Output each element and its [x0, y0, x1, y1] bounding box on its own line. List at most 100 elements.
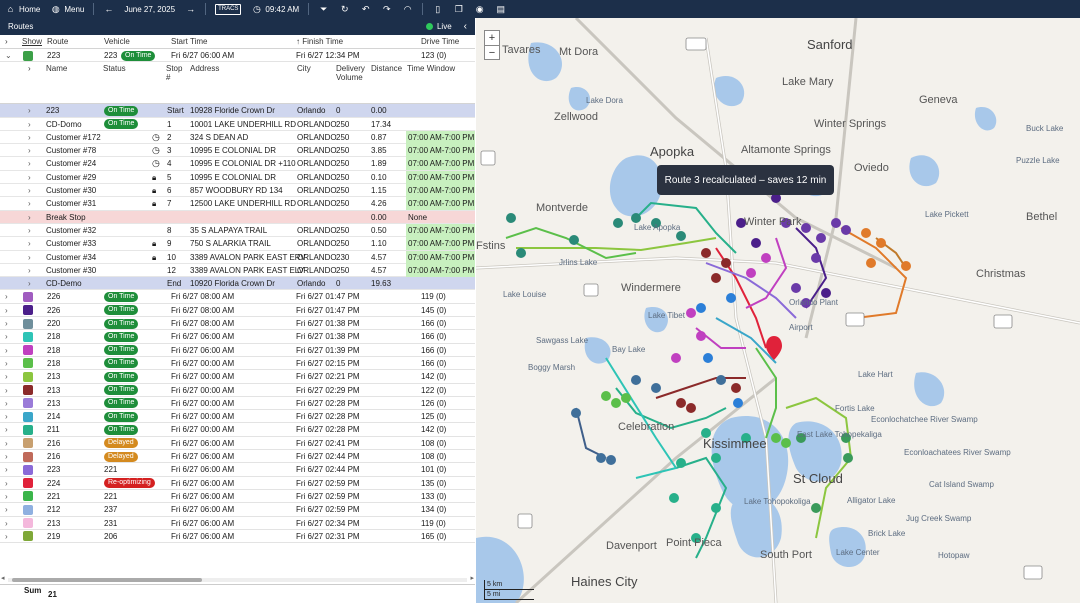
expand-route-icon[interactable]: ›: [5, 425, 8, 435]
stop-row[interactable]: › 223 On Time Start 10928 Floride Crown Dr Or…: [0, 104, 475, 118]
expand-stop-icon[interactable]: ›: [28, 199, 31, 209]
expand-route-icon[interactable]: ›: [5, 412, 8, 422]
route-color-swatch[interactable]: [23, 424, 33, 435]
stop-row[interactable]: › CD-Demo End 10920 Florida Crown Dr Orlando…: [0, 277, 475, 291]
route-color-swatch[interactable]: [23, 385, 33, 396]
stop-row[interactable]: › Customer #24 ◷ 4 10995 E COLONIAL DR +110 O…: [0, 157, 475, 171]
next-day-button[interactable]: →: [180, 0, 201, 18]
route-color-swatch[interactable]: [23, 345, 33, 356]
expand-stop-icon[interactable]: ›: [28, 132, 31, 142]
expand-all-icon[interactable]: ›: [5, 37, 8, 46]
route-row[interactable]: › 219 206 Fri 6/27 06:00 AM Fri 6/27 02:31 P…: [0, 530, 475, 544]
expand-stop-icon[interactable]: ›: [28, 212, 31, 222]
route-color-swatch[interactable]: [23, 358, 33, 369]
stop-row[interactable]: › Customer #30 🔒︎ 6 857 WOODBURY RD 134 ORLAN…: [0, 184, 475, 198]
route-color-swatch[interactable]: [23, 411, 33, 422]
route-row[interactable]: › 212 237 Fri 6/27 06:00 AM Fri 6/27 02:59 P…: [0, 503, 475, 517]
expand-route-icon[interactable]: ›: [5, 358, 8, 368]
route-color-swatch[interactable]: [23, 398, 33, 409]
expand-stop-icon[interactable]: ›: [28, 239, 31, 249]
redo-button[interactable]: ↷: [376, 0, 397, 18]
collapse-icon[interactable]: ⌄: [5, 51, 12, 60]
route-row[interactable]: › 224 Re-optimizing Fri 6/27 06:00 AM Fri 6/…: [0, 477, 475, 490]
route-row[interactable]: › 218 On Time Fri 6/27 00:00 AM Fri 6/27 02:…: [0, 357, 475, 371]
route-color-swatch[interactable]: [23, 518, 33, 528]
expand-route-icon[interactable]: ›: [5, 305, 8, 315]
expand-stop-icon[interactable]: ›: [28, 106, 31, 116]
home-button[interactable]: ⌂ Home: [0, 0, 45, 18]
route-row[interactable]: › 218 On Time Fri 6/27 06:00 AM Fri 6/27 01:…: [0, 344, 475, 357]
route-row[interactable]: › 220 On Time Fri 6/27 08:00 AM Fri 6/27 01:…: [0, 317, 475, 331]
route-color-swatch[interactable]: [23, 291, 33, 302]
expand-stop-icon[interactable]: ›: [28, 279, 31, 289]
expand-route-icon[interactable]: ›: [5, 452, 8, 462]
col-address[interactable]: Address: [190, 64, 220, 74]
filter-button[interactable]: ⏷: [313, 0, 334, 18]
expand-stop-icon[interactable]: ›: [28, 172, 31, 182]
route-color-swatch[interactable]: [23, 331, 33, 342]
col-start-time[interactable]: Start Time: [171, 37, 208, 46]
route-color-swatch[interactable]: [23, 464, 33, 475]
expand-route-icon[interactable]: ›: [5, 319, 8, 329]
stop-row[interactable]: › Customer #172 ◷ 2 324 S DEAN AD ORLANDO 250 0…: [0, 130, 475, 145]
zoom-out-button[interactable]: −: [485, 45, 499, 59]
route-row[interactable]: › 221 221 Fri 6/27 06:00 AM Fri 6/27 02:59 P…: [0, 490, 475, 504]
route-row[interactable]: › 213 On Time Fri 6/27 00:00 AM Fri 6/27 02:…: [0, 384, 475, 397]
collapse-panel-button[interactable]: ‹: [463, 21, 467, 32]
col-city[interactable]: City: [297, 64, 311, 74]
route-row[interactable]: › 226 On Time Fri 6/27 08:00 AM Fri 6/27 01:…: [0, 290, 475, 304]
menu-button[interactable]: ◍ Menu: [45, 0, 89, 18]
col-status[interactable]: Status: [103, 64, 126, 74]
col-volume[interactable]: Delivery Volume: [336, 64, 365, 83]
route-map[interactable]: Tavares Mt Dora Sanford Lake Mary Lake Dora Z…: [476, 18, 1080, 603]
route-color-swatch[interactable]: [23, 491, 33, 502]
route-color-swatch[interactable]: [23, 305, 33, 316]
prev-day-button[interactable]: ←: [98, 0, 119, 18]
expand-route-icon[interactable]: ›: [5, 345, 8, 355]
stop-row[interactable]: › Customer #30 12 3389 AVALON PARK EAST ELV…: [0, 263, 475, 278]
tracs-button[interactable]: TRACS: [210, 0, 246, 18]
refresh-button[interactable]: ↻: [334, 0, 355, 18]
col-time-window[interactable]: Time Window: [407, 64, 456, 74]
expand-stop-icon[interactable]: ›: [28, 225, 31, 235]
col-name[interactable]: Name: [46, 64, 68, 74]
route-row[interactable]: › 216 Delayed Fri 6/27 06:00 AM Fri 6/27 02:…: [0, 450, 475, 464]
route-row-expanded[interactable]: ⌄ 223 223 On Time Fri 6/27 06:00 AM Fri …: [0, 49, 475, 63]
route-row[interactable]: › 213 On Time Fri 6/27 00:00 AM Fri 6/27 02:…: [0, 370, 475, 384]
route-row[interactable]: › 216 Delayed Fri 6/27 06:00 AM Fri 6/27 02:…: [0, 437, 475, 451]
expand-stops-icon[interactable]: ›: [28, 64, 31, 74]
route-row[interactable]: › 214 On Time Fri 6/27 00:00 AM Fri 6/27 02:…: [0, 410, 475, 424]
stop-row[interactable]: › Customer #32 8 35 S ALAPAYA TRAIL ORLANDO 2…: [0, 223, 475, 238]
route-color-swatch[interactable]: [23, 531, 33, 542]
stop-row[interactable]: › Customer #78 ◷ 3 10995 E COLONIAL DR ORLAND…: [0, 144, 475, 158]
expand-route-icon[interactable]: ›: [5, 491, 8, 501]
zoom-in-button[interactable]: +: [488, 32, 496, 44]
stop-row[interactable]: › Customer #29 🔒︎ 5 10995 E COLONIAL DR ORLAN…: [0, 170, 475, 185]
col-show[interactable]: Show: [22, 37, 43, 46]
expand-route-icon[interactable]: ›: [5, 438, 8, 448]
route-color-swatch[interactable]: [23, 371, 33, 382]
route-row[interactable]: › 213 On Time Fri 6/27 00:00 AM Fri 6/27 02:…: [0, 397, 475, 411]
stop-row[interactable]: › Customer #33 🔒︎ 9 750 S ALARKIA TRAIL ORLAN…: [0, 237, 475, 251]
route-row[interactable]: › 211 On Time Fri 6/27 00:00 AM Fri 6/27 02:…: [0, 423, 475, 437]
col-route[interactable]: Route: [47, 37, 69, 46]
route-color-swatch[interactable]: [23, 478, 33, 489]
col-distance[interactable]: Distance: [371, 64, 403, 74]
route-row[interactable]: › 218 On Time Fri 6/27 06:00 AM Fri 6/27 01:…: [0, 330, 475, 344]
expand-route-icon[interactable]: ›: [5, 478, 8, 488]
stop-row[interactable]: › CD-Domo On Time 1 10001 LAKE UNDERHILL RD O…: [0, 118, 475, 131]
stop-row[interactable]: › Customer #34 🔒︎ 10 3389 AVALON PARK EAST E…: [0, 250, 475, 264]
stop-row[interactable]: › Customer #31 🔒︎ 7 12500 LAKE UNDERHILL RD O…: [0, 197, 475, 211]
report-button[interactable]: ▤: [490, 0, 511, 18]
col-finish-time[interactable]: ↑ Finish Time: [296, 37, 344, 46]
stop-row[interactable]: › Break Stop 0.00 None: [0, 210, 475, 224]
expand-route-icon[interactable]: ›: [5, 518, 8, 528]
expand-route-icon[interactable]: ›: [5, 385, 8, 395]
route-row[interactable]: › 223 221 Fri 6/27 06:00 AM Fri 6/27 02:44 P…: [0, 463, 475, 477]
expand-stop-icon[interactable]: ›: [28, 146, 31, 156]
col-vehicle[interactable]: Vehicle: [104, 37, 130, 46]
expand-route-icon[interactable]: ›: [5, 372, 8, 382]
copy-button[interactable]: ❐: [448, 0, 469, 18]
expand-stop-icon[interactable]: ›: [28, 265, 31, 275]
expand-route-icon[interactable]: ›: [5, 292, 8, 302]
